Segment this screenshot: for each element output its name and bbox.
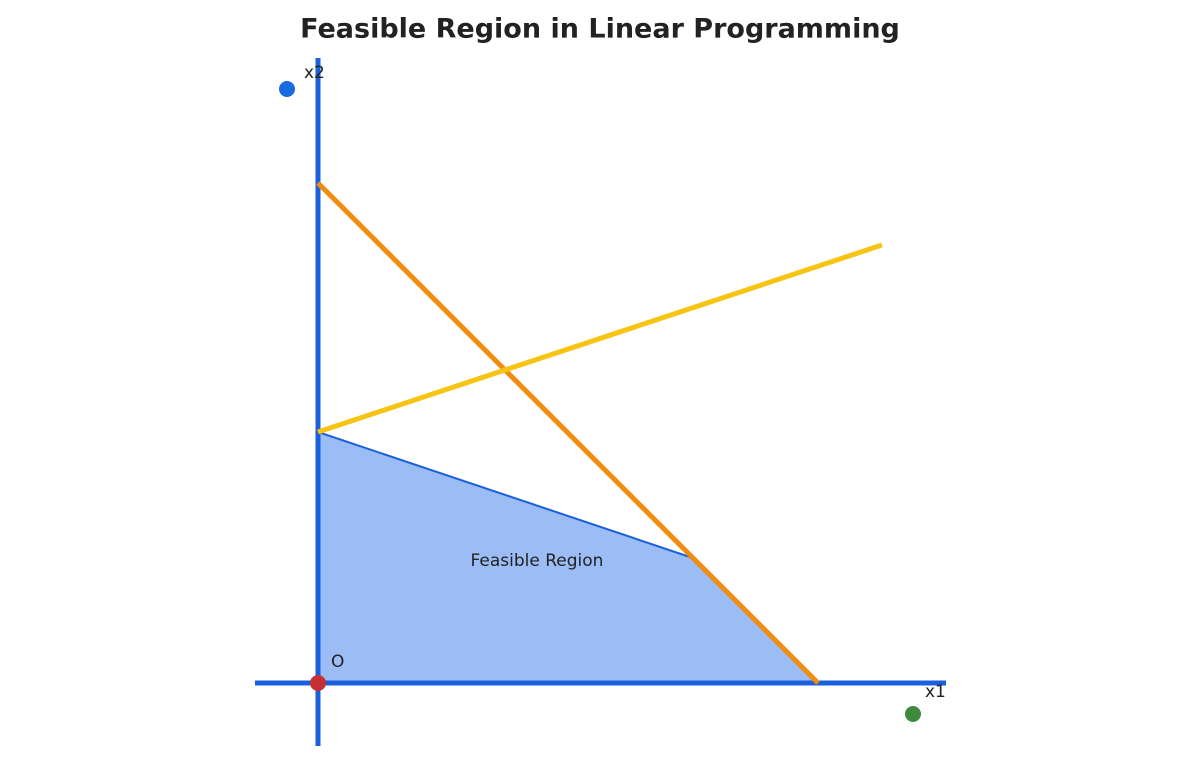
axis-point bbox=[279, 81, 295, 97]
axis-point bbox=[905, 706, 921, 722]
origin-point bbox=[310, 675, 326, 691]
region-label: Feasible Region bbox=[471, 551, 604, 571]
origin-label: O bbox=[331, 652, 344, 672]
y-axis-label: x2 bbox=[304, 63, 325, 83]
constraint-line bbox=[316, 181, 820, 685]
constraint-line bbox=[317, 242, 883, 435]
x-axis-label: x1 bbox=[925, 682, 946, 702]
title: Feasible Region in Linear Programming bbox=[300, 14, 900, 45]
